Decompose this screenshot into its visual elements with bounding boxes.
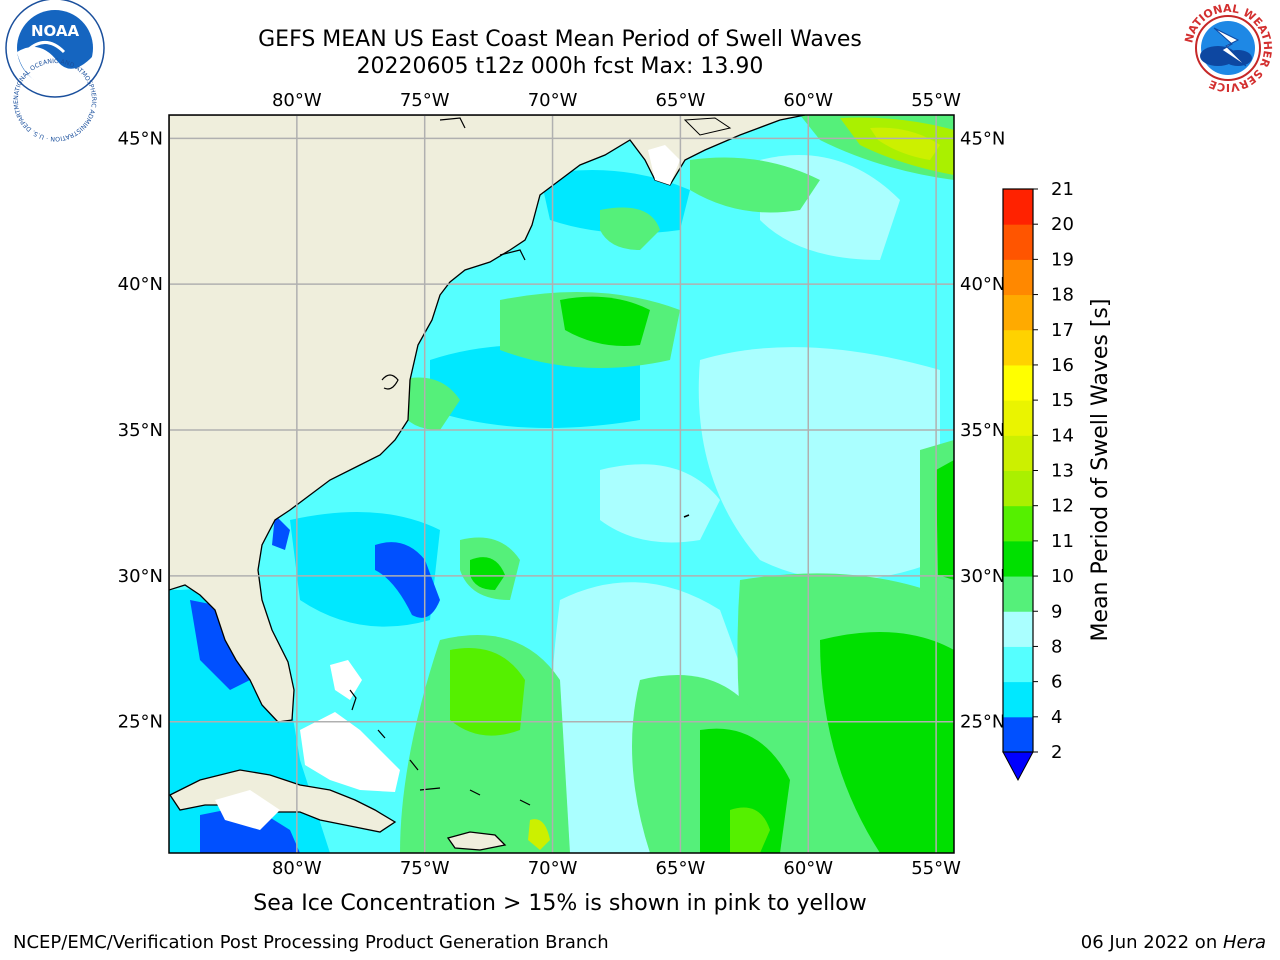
colorbar-tick-label: 9: [1051, 601, 1062, 622]
colorbar: 2 4 6 8 9 10 11 12 13 14 15 16 17 18 19 20 21: [1002, 179, 1074, 782]
lat-tick-label-left: 25°N: [118, 712, 163, 733]
lat-tick-label-right: 35°N: [960, 420, 1005, 441]
lon-tick-label-bottom: 60°W: [783, 858, 833, 879]
colorbar-segment: [1003, 259, 1033, 296]
colorbar-segment: [1003, 681, 1033, 718]
lon-tick-label-top: 65°W: [656, 90, 706, 111]
date-text: 06 Jun 2022 on: [1080, 932, 1223, 953]
nws-logo: NATIONAL WEATHER SERVICE: [1180, 0, 1276, 96]
colorbar-tick-label: 12: [1051, 496, 1074, 517]
colorbar-extend-arrow: [1002, 751, 1034, 782]
land-layer: [169, 115, 806, 851]
lon-tick-label-bottom: 55°W: [911, 858, 961, 879]
colorbar-segment: [1003, 435, 1033, 471]
lat-tick-label-right: 30°N: [960, 566, 1005, 587]
chart-title: GEFS MEAN US East Coast Mean Period of S…: [258, 27, 862, 52]
graticule: [169, 115, 954, 853]
colorbar-tick-label: 10: [1051, 566, 1074, 587]
colorbar-tick-label: 17: [1051, 320, 1074, 341]
colorbar-label: Mean Period of Swell Waves [s]: [1088, 299, 1113, 642]
lon-tick-label-bottom: 75°W: [400, 858, 450, 879]
date-stamp: 06 Jun 2022 on Hera: [1081, 932, 1266, 953]
colorbar-tick-label: 14: [1051, 425, 1074, 446]
date-host: Hera: [1222, 932, 1266, 953]
lon-tick-label-top: 70°W: [528, 90, 578, 111]
colorbar-segment: [1003, 224, 1033, 260]
colorbar-segment: [1003, 294, 1033, 331]
colorbar-segment: [1003, 576, 1033, 612]
lon-tick-label-top: 75°W: [400, 90, 450, 111]
colorbar-segment: [1003, 716, 1033, 753]
colorbar-tick-label: 6: [1051, 672, 1062, 693]
lon-tick-label-bottom: 65°W: [656, 858, 706, 879]
colorbar-segment: [1003, 470, 1033, 507]
colorbar-tick-label: 4: [1051, 707, 1062, 728]
colorbar-tick-label: 2: [1051, 742, 1062, 763]
colorbar-segment: [1003, 364, 1033, 401]
colorbar-tick-label: 8: [1051, 636, 1062, 657]
lat-tick-label-right: 40°N: [960, 274, 1005, 295]
colorbar-tick-label: 20: [1051, 214, 1074, 235]
lon-tick-label-top: 60°W: [783, 90, 833, 111]
lat-tick-label-left: 30°N: [118, 566, 163, 587]
map-frame: [168, 114, 955, 854]
lat-tick-label-left: 35°N: [118, 420, 163, 441]
colorbar-segment: [1003, 400, 1033, 436]
lon-tick-label-top: 55°W: [911, 90, 961, 111]
tick-labels: 80°W 80°W 75°W 75°W 70°W 70°W 65°W 65°W 60°W 60°W…: [118, 90, 1006, 879]
colorbar-tick-label: 21: [1051, 179, 1074, 200]
chart-subtitle: 20220605 t12z 000h fcst Max: 13.90: [356, 54, 764, 79]
lat-tick-label-right: 45°N: [960, 128, 1005, 149]
caption: Sea Ice Concentration > 15% is shown in …: [253, 891, 867, 916]
lon-tick-label-bottom: 70°W: [528, 858, 578, 879]
colorbar-segment: [1003, 329, 1033, 366]
lat-tick-label-right: 25°N: [960, 712, 1005, 733]
noaa-logo: NOAA NATIONAL OCEANIC AND ATMOSPHERIC AD…: [0, 0, 105, 142]
credit: NCEP/EMC/Verification Post Processing Pr…: [13, 932, 609, 953]
lat-tick-label-left: 40°N: [118, 274, 163, 295]
colorbar-tick-label: 19: [1051, 249, 1074, 270]
lon-tick-label-bottom: 80°W: [272, 858, 322, 879]
colorbar-segment: [1003, 189, 1033, 225]
colorbar-tick-label: 13: [1051, 461, 1074, 482]
colorbar-segment: [1003, 646, 1033, 683]
colorbar-tick-label: 15: [1051, 390, 1074, 411]
colorbar-tick-label: 16: [1051, 355, 1074, 376]
colorbar-segment: [1003, 505, 1033, 542]
lon-tick-label-top: 80°W: [272, 90, 322, 111]
colorbar-segment: [1003, 540, 1033, 577]
noaa-logo-text: NOAA: [31, 22, 80, 40]
colorbar-tick-label: 18: [1051, 285, 1074, 306]
colorbar-tick-label: 11: [1051, 531, 1074, 552]
lat-tick-label-left: 45°N: [118, 128, 163, 149]
colorbar-segment: [1003, 611, 1033, 647]
